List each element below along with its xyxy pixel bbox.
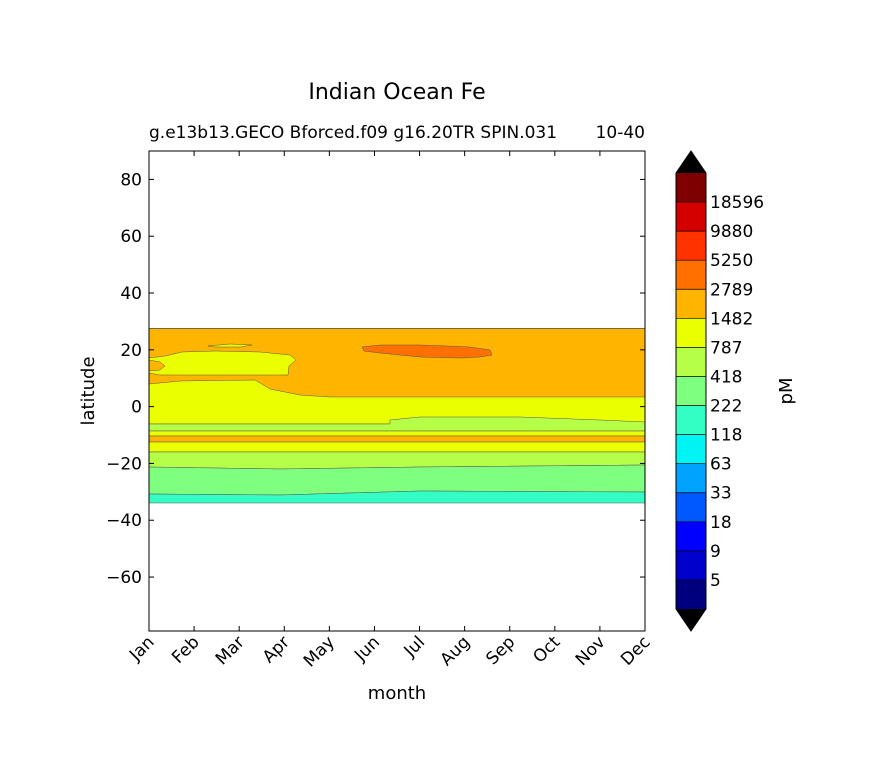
colorbar: 5 9 18 33 63 118 222 418 787 1482 2789 5250 9880 1859… bbox=[675, 150, 764, 632]
y-axis: 80 60 40 20 0 −20 −40 −60 bbox=[106, 170, 645, 588]
colorbar-extend-max bbox=[676, 151, 706, 173]
colorbar-outline bbox=[675, 150, 707, 632]
colorbar-tick-label: 63 bbox=[710, 455, 732, 475]
y-tick-label: −60 bbox=[106, 568, 142, 588]
y-tick-label: −20 bbox=[106, 454, 142, 474]
colorbar-segment bbox=[676, 260, 706, 290]
x-tick-label: Nov bbox=[572, 632, 610, 670]
y-tick-label: 20 bbox=[120, 341, 142, 361]
colorbar-tick-label: 18 bbox=[710, 513, 732, 533]
x-tick-label: Jul bbox=[400, 632, 429, 661]
y-tick-label: −40 bbox=[106, 511, 142, 531]
band-orange-2 bbox=[149, 435, 645, 443]
contour-fields bbox=[149, 328, 645, 504]
chart-subtitle-right: 10-40 bbox=[596, 123, 645, 143]
colorbar-tick-label: 787 bbox=[710, 338, 742, 358]
x-tick-label: Feb bbox=[168, 632, 203, 667]
band-yellow-2 bbox=[149, 430, 645, 437]
orange-patch-small bbox=[149, 359, 166, 372]
band-green-patch bbox=[149, 416, 645, 432]
colorbar-tick-label: 222 bbox=[710, 397, 742, 417]
colorbar-segment bbox=[676, 289, 706, 319]
colorbar-segment bbox=[676, 434, 706, 464]
colorbar-label: pM bbox=[776, 378, 797, 405]
colorbar-segment bbox=[676, 521, 706, 551]
colorbar-segment bbox=[676, 463, 706, 493]
x-tick-label: Dec bbox=[617, 632, 654, 669]
plot-top-border-fix bbox=[149, 328, 645, 329]
x-tick-label: Mar bbox=[212, 632, 249, 669]
x-tick-label: May bbox=[300, 632, 339, 671]
band-green bbox=[149, 464, 645, 496]
y-tick-label: 60 bbox=[120, 227, 142, 247]
colorbar-tick-label: 2789 bbox=[710, 280, 753, 300]
colorbar-tick-label: 5 bbox=[710, 571, 721, 591]
colorbar-tick-label: 9 bbox=[710, 542, 721, 562]
colorbar-segment bbox=[676, 376, 706, 406]
yellow-patch-northwest bbox=[149, 350, 297, 376]
plot-frame bbox=[148, 150, 646, 632]
colorbar-tick-label: 5250 bbox=[710, 251, 753, 271]
colorbar-segment bbox=[676, 579, 706, 609]
chart-title: Indian Ocean Fe bbox=[308, 80, 485, 105]
x-tick-label: Jan bbox=[125, 632, 158, 665]
colorbar-segment bbox=[676, 550, 706, 580]
colorbar-segment bbox=[676, 231, 706, 261]
x-tick-label: Aug bbox=[437, 632, 475, 670]
colorbar-tick-label: 1482 bbox=[710, 309, 753, 329]
chart-subtitle: g.e13b13.GECO Bforced.f09 g16.20TR SPIN.… bbox=[149, 123, 557, 143]
colorbar-tick-label: 18596 bbox=[710, 193, 764, 213]
band-turquoise bbox=[149, 490, 645, 504]
yellow-sliver bbox=[207, 343, 253, 348]
x-tick-label: Oct bbox=[529, 632, 564, 667]
colorbar-segment bbox=[676, 173, 706, 203]
x-tick-label: Sep bbox=[482, 632, 519, 669]
colorbar-tick-label: 418 bbox=[710, 367, 742, 387]
x-tick-label: Apr bbox=[259, 632, 294, 667]
y-tick-label: 40 bbox=[120, 284, 142, 304]
darkorange-patch bbox=[361, 344, 493, 359]
x-tick-label: Jun bbox=[350, 632, 384, 666]
y-tick-label: 0 bbox=[131, 398, 142, 418]
colorbar-tick-label: 118 bbox=[710, 426, 742, 446]
colorbar-segment bbox=[676, 405, 706, 435]
y-axis-label: latitude bbox=[78, 356, 99, 425]
band-yellow-3 bbox=[149, 441, 645, 453]
colorbar-segment bbox=[676, 318, 706, 348]
x-axis-label: month bbox=[368, 683, 426, 704]
colorbar-segment bbox=[676, 492, 706, 522]
colorbar-segment bbox=[676, 347, 706, 377]
colorbar-tick-label: 9880 bbox=[710, 222, 753, 242]
y-tick-label: 80 bbox=[120, 170, 142, 190]
colorbar-tick-label: 33 bbox=[710, 484, 732, 504]
colorbar-extend-min bbox=[676, 609, 706, 631]
plot-area: Jan Feb Mar Apr May Jun Jul Aug Sep Oct Nov Dec 80 6… bbox=[106, 150, 655, 671]
colorbar-segment bbox=[676, 202, 706, 232]
